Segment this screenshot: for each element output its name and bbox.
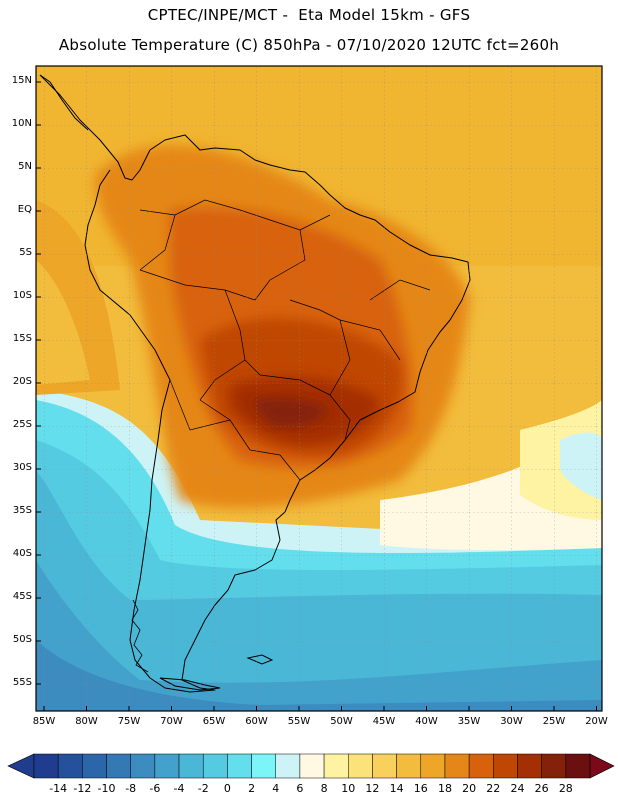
colorbar-cell	[251, 753, 276, 779]
graticule	[36, 66, 602, 711]
colorbar-label: -8	[125, 782, 137, 795]
colorbar-label: 4	[272, 782, 280, 795]
colorbar-cell	[275, 753, 301, 779]
lat-label: 5N	[18, 161, 32, 172]
colorbar-label: 16	[413, 782, 428, 795]
colorbar-label: 2	[248, 782, 256, 795]
colorbar-label: 28	[558, 782, 573, 795]
colorbar-cell	[348, 753, 373, 779]
colorbar-cell	[541, 753, 567, 779]
colorbar-label: 18	[437, 782, 452, 795]
lat-label: 45S	[12, 591, 32, 602]
lon-label: 80W	[75, 716, 98, 727]
colorbar-cell	[299, 753, 325, 779]
colorbar-cell	[178, 753, 204, 779]
colorbar-label: 14	[389, 782, 404, 795]
colorbar-cell	[372, 753, 397, 779]
colorbar-label: -14	[49, 782, 68, 795]
lat-label: 15S	[12, 333, 32, 344]
colorbar-cell	[130, 753, 156, 779]
colorbar-cell	[82, 753, 107, 779]
colorbar-label: 6	[296, 782, 304, 795]
colorbar-label: -12	[73, 782, 92, 795]
colorbar-cell	[106, 753, 131, 779]
lon-label: 25W	[542, 716, 566, 727]
lat-label: 10S	[12, 290, 32, 301]
colorbar-label: 22	[486, 782, 501, 795]
lon-label: 50W	[330, 716, 353, 727]
colorbar-cell	[57, 753, 83, 779]
colorbar-label: -10	[97, 782, 116, 795]
lon-label: 40W	[415, 716, 438, 727]
colorbar-cell	[33, 753, 59, 779]
lat-label: 40S	[12, 548, 32, 559]
chart-title-line1: CPTEC/INPE/MCT - Eta Model 15km - GFS	[147, 6, 471, 24]
colorbar-label: -4	[173, 782, 185, 795]
colorbar-label: 8	[320, 782, 328, 795]
colorbar-label: 24	[510, 782, 525, 795]
colorbar-cell	[468, 753, 494, 779]
colorbar-cell	[154, 753, 180, 779]
chart-title-line2: Absolute Temperature (C) 850hPa - 07/10/…	[58, 36, 560, 54]
lat-label: EQ	[17, 204, 32, 215]
lat-label: 30S	[12, 462, 32, 473]
colorbar-left-arrow	[7, 753, 35, 779]
lon-label: 60W	[245, 716, 268, 727]
map-frame	[35, 65, 603, 712]
lat-label: 35S	[12, 505, 32, 516]
lat-label: 5S	[19, 247, 32, 258]
lon-label: 55W	[287, 716, 311, 727]
colorbar-cell	[420, 753, 446, 779]
colorbar-cell	[323, 753, 349, 779]
lon-label: 20W	[585, 716, 608, 727]
colorbar-label: 10	[341, 782, 356, 795]
colorbar-cell	[517, 753, 542, 779]
colorbar-label: -2	[197, 782, 209, 795]
lon-label: 65W	[202, 716, 226, 727]
lat-label: 15N	[11, 75, 32, 86]
colorbar-cell	[202, 753, 228, 779]
colorbar-cell	[227, 753, 252, 779]
lon-label: 45W	[372, 716, 396, 727]
lat-label: 10N	[11, 118, 32, 129]
colorbar-label: -6	[149, 782, 161, 795]
colorbar-cell	[493, 753, 518, 779]
lon-label: 35W	[457, 716, 481, 727]
colorbar-cell	[396, 753, 422, 779]
colorbar-label: 20	[462, 782, 477, 795]
lon-label: 75W	[117, 716, 141, 727]
lon-label: 85W	[32, 716, 56, 727]
lat-label: 50S	[12, 634, 32, 645]
colorbar-label: 12	[365, 782, 380, 795]
colorbar-cell	[565, 753, 591, 779]
colorbar-label: 26	[534, 782, 549, 795]
lat-label: 25S	[12, 419, 32, 430]
lat-label: 20S	[12, 376, 32, 387]
lat-label: 55S	[12, 677, 32, 688]
colorbar-label: 0	[223, 782, 231, 795]
colorbar-right-arrow	[589, 753, 615, 779]
lon-label: 30W	[500, 716, 523, 727]
axis-ticks	[36, 81, 597, 711]
lon-label: 70W	[160, 716, 183, 727]
colorbar-cell	[444, 753, 470, 779]
